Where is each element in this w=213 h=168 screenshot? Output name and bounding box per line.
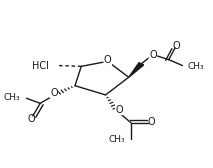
Text: O: O (149, 50, 157, 60)
Polygon shape (129, 63, 144, 77)
Text: CH₃: CH₃ (4, 93, 21, 102)
Text: O: O (148, 117, 155, 127)
Text: O: O (172, 41, 180, 51)
Text: CH₃: CH₃ (188, 62, 204, 71)
Text: O: O (104, 55, 111, 66)
Text: O: O (27, 114, 35, 124)
Text: HCl: HCl (32, 60, 49, 71)
Text: CH₃: CH₃ (108, 135, 125, 144)
Text: O: O (115, 104, 123, 115)
Text: O: O (50, 88, 58, 98)
